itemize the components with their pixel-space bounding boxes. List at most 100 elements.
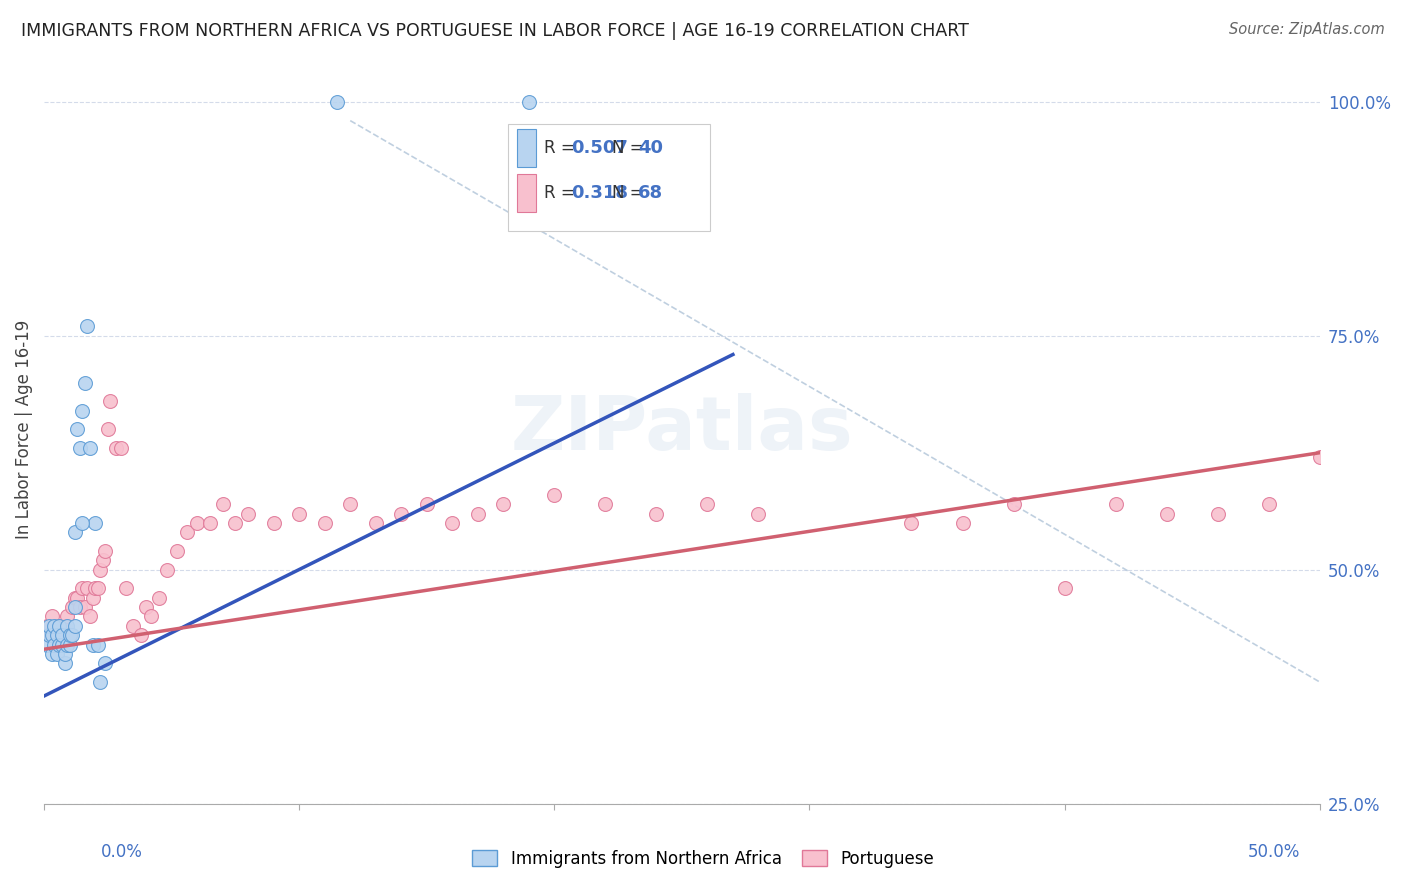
Point [543, 488, 565, 502]
Point [900, 516, 922, 530]
Point [89, 563, 111, 577]
Point [56, 609, 79, 624]
Point [1309, 450, 1331, 465]
Point [53, 619, 76, 633]
Point [53, 657, 76, 671]
Point [51, 638, 73, 652]
Point [38, 619, 60, 633]
Point [56, 619, 79, 633]
Legend: Immigrants from Northern Africa, Portuguese: Immigrants from Northern Africa, Portugu… [465, 844, 941, 875]
Point [141, 609, 163, 624]
Point [66, 591, 89, 605]
Point [100, 880, 122, 892]
Point [110, 853, 132, 867]
Point [60, 600, 83, 615]
Point [84, 582, 107, 596]
Point [467, 507, 489, 521]
Point [38, 628, 60, 642]
Point [63, 591, 86, 605]
Point [44, 619, 66, 633]
Text: ZIPatlas: ZIPatlas [510, 392, 853, 466]
Point [72, 403, 94, 417]
Point [1053, 582, 1076, 596]
Point [41, 647, 63, 661]
Point [176, 525, 198, 540]
Y-axis label: In Labor Force | Age 16-19: In Labor Force | Age 16-19 [15, 319, 32, 539]
Text: R =: R = [544, 139, 581, 157]
Point [41, 609, 63, 624]
Point [35, 638, 58, 652]
Point [35, 619, 58, 633]
Text: Source: ZipAtlas.com: Source: ZipAtlas.com [1229, 22, 1385, 37]
Point [84, 516, 107, 530]
Point [48, 619, 70, 633]
Point [186, 516, 208, 530]
Point [86, 638, 108, 652]
Point [416, 497, 439, 511]
Point [59, 628, 82, 642]
Point [76, 582, 98, 596]
Point [45, 638, 67, 652]
Point [41, 628, 63, 642]
Point [48, 638, 70, 652]
Point [198, 516, 221, 530]
Point [339, 497, 361, 511]
Point [517, 95, 540, 109]
Point [63, 600, 86, 615]
Point [60, 628, 83, 642]
Point [595, 497, 617, 511]
Point [747, 507, 769, 521]
Point [59, 638, 82, 652]
Point [97, 422, 120, 436]
Text: 0.507: 0.507 [571, 139, 628, 157]
Point [56, 638, 79, 652]
Point [155, 563, 177, 577]
Point [66, 422, 89, 436]
Text: IMMIGRANTS FROM NORTHERN AFRICA VS PORTUGUESE IN LABOR FORCE | AGE 16-19 CORRELA: IMMIGRANTS FROM NORTHERN AFRICA VS PORTU… [21, 22, 969, 40]
Point [63, 525, 86, 540]
Point [72, 516, 94, 530]
Point [73, 600, 96, 615]
Point [1002, 497, 1025, 511]
Point [91, 553, 114, 567]
Point [59, 628, 82, 642]
Point [1206, 507, 1229, 521]
Point [48, 619, 70, 633]
Text: 68: 68 [638, 184, 662, 202]
Point [45, 628, 67, 642]
Point [76, 319, 98, 334]
Point [1257, 497, 1279, 511]
Point [104, 871, 127, 886]
Point [73, 376, 96, 390]
Point [364, 516, 387, 530]
Point [100, 394, 122, 409]
Point [326, 95, 349, 109]
Text: R =: R = [544, 184, 581, 202]
Point [104, 441, 127, 455]
Point [86, 582, 108, 596]
Point [1104, 497, 1126, 511]
Point [110, 441, 132, 455]
Point [224, 516, 246, 530]
Text: 0.318: 0.318 [571, 184, 628, 202]
Point [53, 647, 76, 661]
Point [696, 497, 718, 511]
Point [82, 638, 104, 652]
Text: N =: N = [612, 184, 648, 202]
Point [51, 628, 73, 642]
Point [389, 507, 412, 521]
Point [314, 516, 336, 530]
Point [1156, 507, 1178, 521]
Point [122, 619, 145, 633]
Point [44, 628, 66, 642]
Point [38, 628, 60, 642]
Point [63, 619, 86, 633]
Point [72, 582, 94, 596]
Point [952, 516, 974, 530]
Point [69, 441, 91, 455]
Point [82, 591, 104, 605]
Point [799, 843, 821, 857]
Text: N =: N = [612, 139, 648, 157]
Point [135, 600, 157, 615]
Point [238, 507, 260, 521]
